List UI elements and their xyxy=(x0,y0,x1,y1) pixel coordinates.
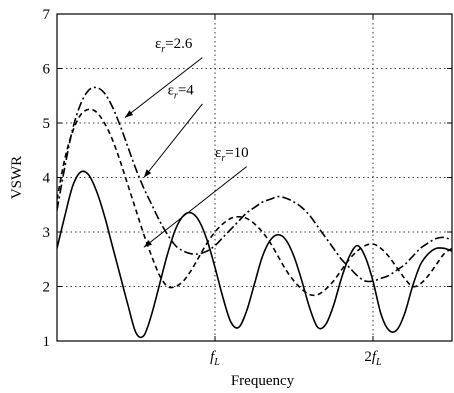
annotation-arrowhead-2 xyxy=(143,239,153,248)
y-tick-label: 7 xyxy=(43,7,51,23)
y-tick-label: 3 xyxy=(43,225,51,241)
x-tick-label: fL xyxy=(210,349,220,368)
series-label-0: εr=2.6 xyxy=(155,36,193,55)
y-tick-label: 5 xyxy=(43,116,51,132)
annotation-arrow-1 xyxy=(143,103,203,178)
annotation-arrowhead-1 xyxy=(143,169,152,178)
x-tick-label: 2fL xyxy=(364,349,382,368)
annotation-arrow-0 xyxy=(124,57,203,118)
series-line-1 xyxy=(57,108,452,297)
y-tick-label: 4 xyxy=(43,171,51,187)
annotation-arrowhead-0 xyxy=(124,110,134,118)
series-line-0 xyxy=(57,86,452,283)
series-label-2: εr=10 xyxy=(215,145,249,164)
y-tick-label: 2 xyxy=(43,280,51,296)
annotation-arrow-2 xyxy=(143,166,247,248)
annotations: εr=2.6 εr=4 εr=10 xyxy=(124,36,249,248)
y-tick-label: 6 xyxy=(43,62,51,78)
series-layer xyxy=(57,86,452,339)
x-axis-label: Frequency xyxy=(231,373,295,389)
series-line-2 xyxy=(57,170,452,339)
y-axis-label: VSWR xyxy=(9,156,25,199)
y-tick-label: 1 xyxy=(43,334,51,350)
ticks: 1 2 3 4 5 6 7 fL 2fL xyxy=(43,7,452,368)
series-label-1: εr=4 xyxy=(168,83,195,102)
grid xyxy=(57,14,452,341)
